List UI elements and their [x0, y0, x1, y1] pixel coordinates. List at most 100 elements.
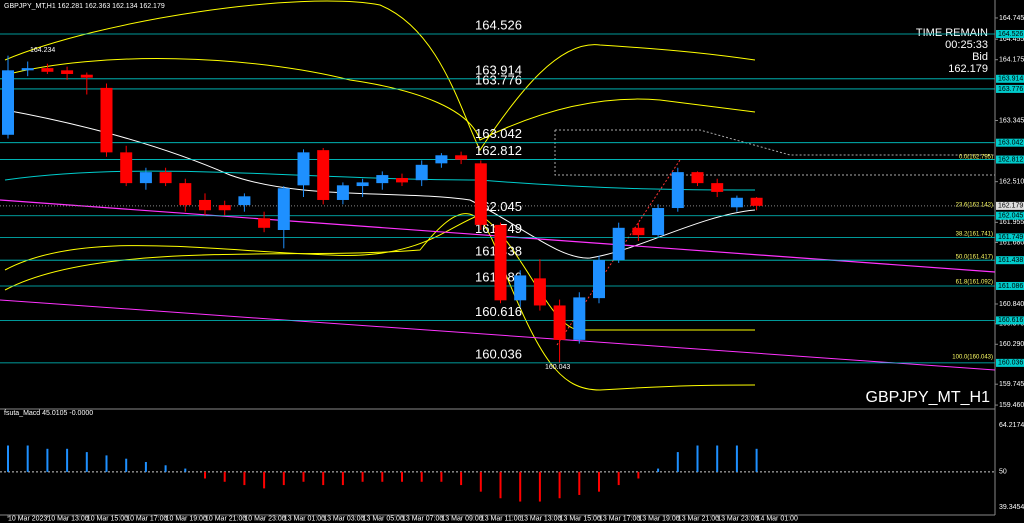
macd-bar	[7, 445, 9, 472]
candle-body	[750, 197, 763, 206]
candle-body	[376, 175, 389, 184]
macd-bar	[598, 471, 600, 492]
x-tick-label: 10 Mar 17:00	[126, 515, 167, 522]
candle-body	[494, 224, 507, 301]
y-tick-label: 162.510	[999, 179, 1024, 186]
macd-bar	[125, 458, 128, 472]
level-axis-label: 161.086	[998, 283, 1023, 290]
candle-body	[218, 205, 231, 211]
y-tick-label: 160.290	[999, 341, 1024, 348]
candle-body	[652, 208, 665, 236]
candle-body	[317, 150, 330, 200]
macd-bar	[735, 445, 738, 472]
candle-body	[356, 182, 369, 187]
x-tick-label: 13 Mar 13:00	[520, 515, 561, 522]
bollinger-mid-lower	[4, 214, 755, 331]
trend-line-lower	[0, 299, 996, 371]
candle-body	[730, 197, 743, 208]
macd-bar	[164, 465, 167, 472]
macd-bar	[420, 471, 423, 482]
candle-body	[258, 218, 271, 228]
fib-label: 61.8(161.092)	[956, 280, 993, 286]
y-tick-label: 159.745	[999, 381, 1024, 388]
level-axis-box	[996, 84, 1024, 93]
x-tick-label: 14 Mar 01:00	[757, 515, 798, 522]
candle-body	[61, 70, 74, 74]
low-label: 160.043	[545, 364, 570, 371]
level-label: 163.776	[475, 72, 522, 87]
candle-body	[41, 68, 54, 72]
x-tick-label: 13 Mar 11:00	[481, 515, 522, 522]
high-label: 164.234	[30, 47, 55, 54]
x-tick-label: 13 Mar 17:00	[599, 515, 640, 522]
level-axis-box	[996, 233, 1024, 242]
level-label: 162.812	[475, 143, 522, 158]
x-tick-label: 10 Mar 15:00	[87, 515, 128, 522]
level-axis-box	[996, 281, 1024, 290]
x-tick-label: 10 Mar 21:00	[205, 515, 246, 522]
x-tick-label: 13 Mar 01:00	[284, 515, 325, 522]
macd-bar	[696, 445, 699, 472]
macd-bar	[204, 471, 206, 479]
macd-bar	[263, 471, 266, 489]
macd-bar	[341, 471, 344, 486]
macd-bar	[538, 471, 541, 502]
macd-bar	[499, 471, 502, 499]
fib-label: 38.2(161.741)	[956, 232, 993, 238]
macd-bar	[144, 461, 147, 472]
fib-label: 100.0(160.043)	[952, 355, 993, 361]
candle-body	[277, 188, 290, 231]
candle-body	[415, 164, 428, 181]
x-tick-label: 13 Mar 09:00	[441, 515, 482, 522]
level-label: 160.616	[475, 304, 522, 319]
y-tick-label: 164.745	[999, 15, 1024, 22]
macd-tick-label: 64.2174	[999, 422, 1024, 429]
candle-body	[80, 74, 93, 78]
fib-labels: 0.0(162.795) 23.6(162.142) 38.2(161.741)…	[952, 155, 993, 361]
macd-bar	[361, 471, 364, 482]
bid-value: 162.179	[948, 63, 988, 75]
x-tick-label: 13 Mar 07:00	[402, 515, 443, 522]
y-tick-label: 164.455	[999, 36, 1024, 43]
macd-bar	[479, 471, 482, 492]
level-axis-label: 162.045	[998, 213, 1023, 220]
level-axis-box	[996, 256, 1024, 265]
level-axis-label: 163.776	[998, 86, 1023, 93]
candle-body	[139, 172, 152, 184]
bid-box	[996, 201, 1024, 210]
level-axis-box	[996, 316, 1024, 325]
x-tick-label: 10 Mar 2023	[8, 515, 47, 522]
macd-bar	[440, 471, 443, 482]
candle-body	[336, 185, 349, 200]
macd-bar	[578, 471, 581, 495]
macd-bar	[282, 471, 285, 486]
level-axis-label: 161.749	[998, 234, 1023, 241]
level-axis-box	[996, 29, 1024, 38]
macd-bar	[322, 471, 325, 486]
macd-label: fsuta_Macd 45.0105 -0.0000	[4, 410, 93, 417]
level-axis-label: 163.914	[998, 76, 1023, 83]
x-tick-label: 10 Mar 19:00	[166, 515, 207, 522]
candle-body	[238, 196, 251, 206]
bollinger-upper	[4, 0, 756, 151]
level-axis-label: 160.036	[998, 360, 1023, 367]
level-label: 163.042	[475, 126, 522, 141]
level-axis-label: 163.042	[998, 140, 1023, 147]
level-label: 163.914	[475, 62, 522, 77]
candle-body	[514, 275, 527, 301]
candle-body	[553, 305, 566, 340]
macd-bar	[617, 471, 620, 486]
macd-bar	[105, 455, 108, 472]
time-remain: 00:25:33	[945, 39, 988, 51]
x-tick-label: 13 Mar 15:00	[560, 515, 601, 522]
candle-body	[455, 155, 468, 160]
x-tick-label: 13 Mar 03:00	[323, 515, 364, 522]
macd-bar	[85, 452, 88, 472]
level-axis-label: 160.616	[998, 317, 1023, 324]
macd-bar	[401, 471, 403, 482]
macd-bar	[519, 471, 522, 502]
candle-body	[396, 177, 408, 183]
x-tick-label: 13 Mar 21:00	[678, 515, 719, 522]
fib-label: 0.0(162.795)	[959, 155, 993, 161]
